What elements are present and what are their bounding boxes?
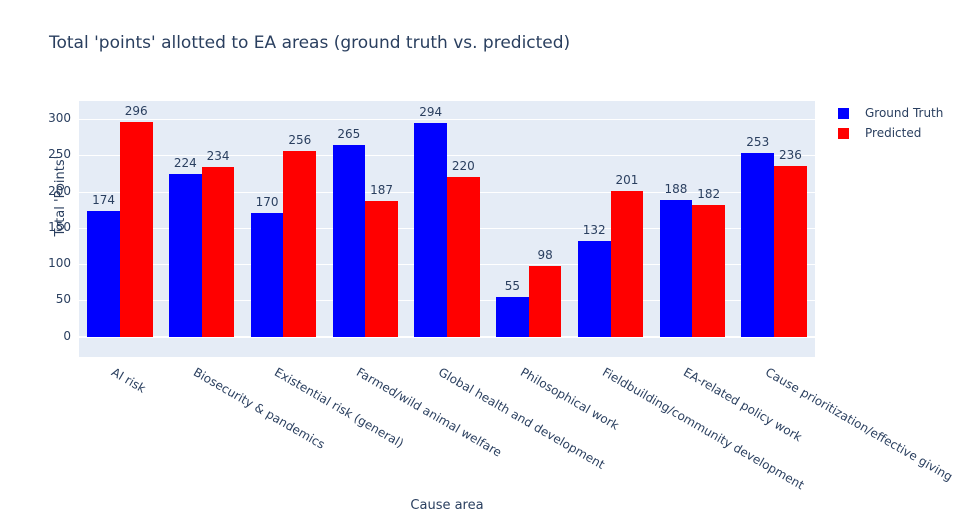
bar-ground-truth [496, 296, 529, 337]
y-tick-label: 50 [55, 292, 71, 307]
bar-value-label: 253 [746, 135, 770, 150]
legend-item-predicted[interactable]: Predicted [838, 123, 943, 143]
bar-value-label: 294 [419, 105, 443, 120]
legend: Ground Truth Predicted [838, 103, 943, 143]
bar-value-label: 132 [582, 222, 606, 237]
grid-line [79, 119, 815, 121]
x-tick-label: Global health and development [436, 365, 608, 472]
x-axis-title: Cause area [410, 498, 484, 513]
bar-value-label: 224 [173, 156, 197, 171]
bar-predicted [283, 151, 317, 337]
bar-value-label: 182 [697, 186, 721, 201]
ground-truth-swatch-icon [838, 107, 849, 119]
grid-line [79, 335, 815, 338]
bar-value-label: 256 [288, 133, 312, 148]
bar-value-label: 98 [537, 247, 553, 262]
bar-ground-truth [659, 200, 693, 337]
bar-predicted [610, 190, 644, 337]
bar-value-label: 265 [337, 126, 361, 141]
y-tick-label: 300 [48, 111, 71, 126]
bar-ground-truth [577, 240, 611, 337]
bar-predicted [692, 204, 726, 337]
bar-value-label: 188 [664, 182, 688, 197]
bar-value-label: 55 [504, 278, 521, 293]
y-tick-label: 250 [48, 147, 71, 162]
grid-line [79, 155, 815, 157]
plot-area[interactable]: 174 296 224 234 170 256 265 187 294 220 55 98 132 201… [79, 101, 815, 357]
x-tick-label: Farmed/wild animal welfare [354, 365, 505, 460]
x-tick-label: Biosecurity & pandemics [190, 365, 327, 452]
bar-ground-truth [168, 174, 202, 337]
y-tick-label: 150 [48, 219, 71, 234]
x-tick-label: AI risk [108, 365, 148, 396]
legend-item-ground-truth[interactable]: Ground Truth [838, 103, 943, 123]
y-tick-label: 100 [48, 256, 71, 271]
y-tick-label: 200 [48, 183, 71, 198]
predicted-swatch-icon [838, 127, 849, 139]
bar-predicted [365, 201, 398, 337]
bar-predicted [201, 166, 235, 337]
legend-label: Ground Truth [865, 106, 944, 120]
bar-ground-truth [250, 213, 284, 337]
bar-predicted [447, 177, 480, 337]
chart-title: Total 'points' allotted to EA areas (gro… [49, 33, 571, 53]
y-tick-label: 0 [63, 328, 71, 343]
bar-ground-truth [414, 123, 447, 337]
x-tick-label: Existential risk (general) [272, 365, 407, 451]
bar-value-label: 187 [370, 183, 394, 198]
legend-label: Predicted [865, 126, 922, 140]
bar-value-label: 174 [92, 192, 115, 207]
bar-ground-truth [332, 144, 366, 337]
bar-predicted [528, 265, 562, 337]
bar-ground-truth [87, 210, 120, 337]
bar-value-label: 170 [255, 195, 279, 210]
bar-value-label: 201 [615, 172, 639, 187]
bar-value-label: 220 [451, 159, 475, 174]
bar-predicted [774, 165, 807, 337]
bar-value-label: 236 [779, 147, 802, 162]
bar-ground-truth [741, 153, 775, 337]
bar-value-label: 234 [206, 148, 230, 163]
bar-value-label: 296 [124, 104, 148, 119]
bar-predicted [119, 122, 153, 337]
